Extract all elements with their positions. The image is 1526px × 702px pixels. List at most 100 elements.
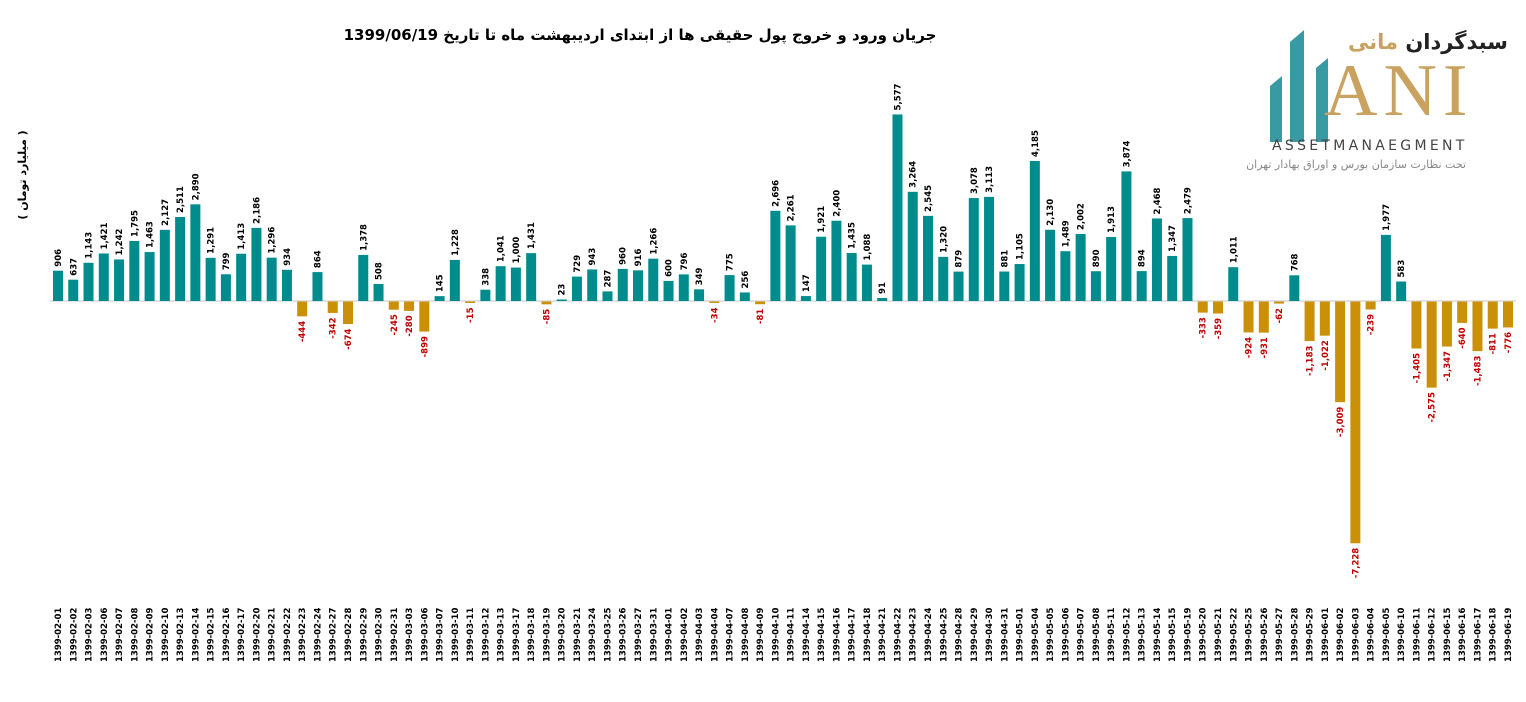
data-label: 3,264 [909, 161, 919, 188]
x-tick-label: 1399-03-03 [405, 608, 415, 662]
data-label: 1,143 [85, 232, 95, 259]
x-tick-label: 1399-04-08 [741, 608, 751, 662]
x-tick-label: 1399-02-30 [375, 608, 385, 662]
bar [1121, 171, 1132, 301]
data-label: 934 [283, 248, 293, 266]
bar [1426, 301, 1437, 388]
x-tick-label: 1399-04-10 [771, 608, 781, 662]
data-label: -444 [298, 321, 308, 342]
bar [373, 284, 384, 301]
x-tick-label: 1399-05-21 [1214, 608, 1224, 662]
data-label: 906 [54, 249, 64, 267]
value-labels-group: 906 637 1,143 1,421 1,242 1,795 1,463 2,127 2,51… [54, 83, 1514, 578]
logo-bars-icon [1270, 30, 1328, 142]
x-tick-label: 1399-05-12 [1122, 608, 1132, 662]
data-label: -245 [390, 314, 400, 335]
chart-title: جریان ورود و خروج پول حقیقی ها از ابتدای… [343, 26, 937, 44]
bar [1136, 271, 1147, 301]
bar [1396, 281, 1407, 301]
bar [281, 269, 292, 301]
bar [144, 252, 155, 301]
x-tick-label: 1399-02-17 [237, 608, 247, 662]
data-label: 637 [69, 258, 79, 276]
x-tick-label: 1399-02-03 [85, 608, 95, 662]
logo-brand-name-part2: مانی [1348, 30, 1399, 54]
data-label: 768 [1290, 253, 1300, 271]
bar [1350, 301, 1361, 544]
bar [709, 301, 720, 303]
bar [1197, 301, 1208, 313]
data-label: -640 [1458, 327, 1468, 348]
bar [785, 225, 796, 301]
x-tick-label: 1399-03-17 [512, 608, 522, 662]
logo-subtitle-en: ASSETMANAEGMENT [1272, 138, 1468, 154]
x-tick-label: 1399-04-25 [939, 608, 949, 662]
x-tick-label: 1399-03-25 [603, 608, 613, 662]
bar [297, 301, 308, 317]
x-tick-label: 1399-02-22 [283, 608, 293, 662]
data-label: 775 [726, 253, 736, 271]
x-tick-label: 1399-05-19 [1183, 608, 1193, 662]
data-label: 1,795 [130, 210, 140, 237]
data-label: 1,431 [527, 222, 537, 249]
x-tick-label: 1399-04-17 [848, 608, 858, 662]
bar [465, 301, 476, 303]
x-tick-label: 1399-02-02 [69, 608, 79, 662]
bar [1106, 237, 1117, 301]
bar [1213, 301, 1223, 314]
data-label: 1,413 [237, 223, 247, 250]
bar [449, 259, 460, 301]
data-label: 2,468 [1153, 187, 1163, 214]
bar [1090, 271, 1101, 301]
bar [266, 257, 277, 301]
data-label: -280 [405, 315, 415, 336]
data-label: 2,545 [924, 185, 934, 212]
bar [1258, 301, 1269, 333]
x-tick-label: 1399-06-03 [1351, 608, 1361, 662]
x-tick-label: 1399-02-10 [161, 608, 171, 662]
x-tick-label: 1399-03-31 [649, 608, 659, 662]
x-tick-label: 1399-02-27 [329, 608, 339, 662]
data-label: 338 [481, 268, 491, 286]
data-label: 879 [955, 250, 965, 268]
bar [220, 274, 231, 301]
bar [724, 275, 735, 301]
x-tick-label: 1399-04-04 [710, 608, 720, 662]
data-label: 890 [1092, 249, 1102, 267]
bars-group [53, 114, 1513, 544]
data-label: 1,041 [497, 235, 507, 262]
bar [907, 191, 918, 301]
data-label: -7,228 [1351, 548, 1361, 578]
data-label: 1,242 [115, 228, 125, 255]
x-tick-label: 1399-02-15 [207, 608, 217, 662]
x-tick-label: 1399-02-14 [191, 608, 201, 662]
bar [984, 196, 995, 301]
x-tick-label: 1399-04-22 [893, 608, 903, 662]
x-tick-label: 1399-04-03 [695, 608, 705, 662]
x-tick-label: 1399-04-07 [726, 608, 736, 662]
x-tick-label: 1399-06-12 [1428, 608, 1438, 662]
data-label: -15 [466, 307, 476, 322]
bar [1380, 234, 1391, 301]
bar [1503, 301, 1513, 328]
data-label: 583 [1397, 260, 1407, 278]
x-tick-label: 1399-04-21 [878, 608, 888, 662]
x-tick-label: 1399-05-01 [1016, 608, 1026, 662]
data-label: 1,266 [649, 228, 659, 255]
bar [1304, 301, 1315, 342]
data-label: -342 [329, 317, 339, 338]
x-tick-labels-group: 1399-02-01 1399-02-02 1399-02-03 1399-02-06… [54, 608, 1514, 662]
bar [495, 266, 506, 301]
data-label: -1,022 [1321, 340, 1331, 370]
x-tick-label: 1399-03-26 [619, 608, 629, 662]
x-tick-label: 1399-05-14 [1153, 608, 1163, 662]
bar [739, 292, 750, 301]
data-label: 600 [665, 259, 675, 277]
x-tick-label: 1399-02-21 [268, 608, 278, 662]
bar [343, 301, 353, 325]
bar [648, 258, 659, 301]
x-tick-label: 1399-06-02 [1336, 608, 1346, 662]
x-tick-label: 1399-02-20 [252, 608, 262, 662]
data-label: 508 [375, 262, 385, 280]
